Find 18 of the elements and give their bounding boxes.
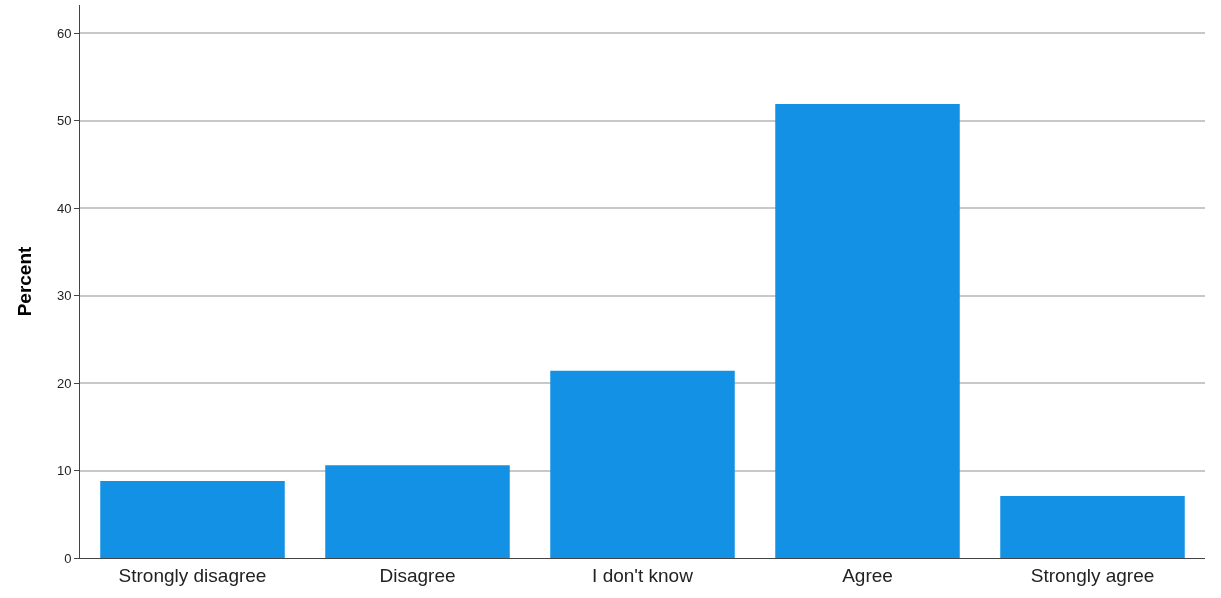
y-tick-label: 20 [56,375,72,391]
x-tick-label: Disagree [379,564,456,586]
y-axis-title: Percent [13,245,35,317]
x-tick-label: I don't know [592,564,694,586]
x-tick-label: Agree [842,564,893,586]
bar [775,103,960,558]
y-tick-label: 60 [56,25,72,41]
x-tick-label: Strongly disagree [118,564,267,586]
y-tick-label: 40 [56,200,72,216]
y-tick-label: 30 [56,288,72,304]
x-tick-label: Strongly agree [1030,564,1155,586]
y-tick-label: 0 [64,550,72,566]
y-tick-label: 10 [56,463,72,479]
bar [550,370,735,558]
bar [100,481,285,558]
bar [325,465,510,558]
y-tick-label: 50 [56,113,72,129]
bar [1000,495,1185,558]
